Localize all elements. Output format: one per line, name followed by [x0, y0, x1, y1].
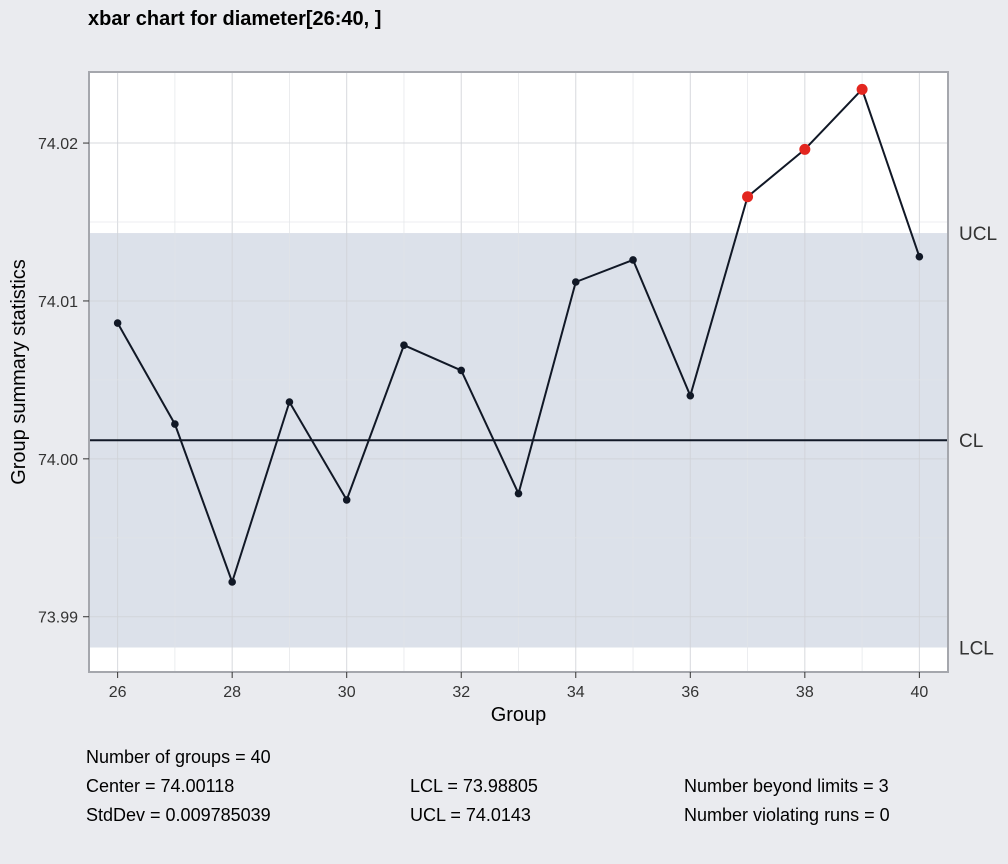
x-tick-label: 34 — [567, 684, 585, 701]
stat-lcl: LCL = 73.98805 — [410, 776, 538, 796]
x-tick-label: 38 — [796, 684, 814, 701]
data-point — [171, 420, 179, 428]
y-axis-title: Group summary statistics — [8, 259, 30, 485]
y-tick-label: 74.02 — [38, 136, 78, 153]
x-tick-label: 32 — [452, 684, 470, 701]
data-point — [285, 398, 294, 406]
data-point — [686, 391, 695, 400]
grid — [89, 72, 948, 672]
data-point — [342, 496, 351, 504]
stat-number-of-groups: Number of groups = 40 — [86, 747, 271, 767]
stat-number-violating-runs: Number violating runs = 0 — [684, 805, 890, 825]
data-point — [228, 578, 236, 586]
data-point — [915, 252, 924, 261]
axes: 26 28 30 32 34 36 38 40 73.99 74.00 74.01 74.02 Grou… — [8, 71, 949, 726]
violation-point — [799, 143, 811, 155]
y-tick-label: 74.00 — [38, 452, 78, 469]
control-limits: UCL CL LCL — [89, 224, 997, 660]
limit-label-cl: CL — [959, 431, 983, 452]
data-point — [514, 489, 523, 498]
series — [113, 83, 924, 586]
y-tick-label: 74.01 — [38, 294, 78, 311]
panel-border — [88, 71, 949, 673]
data-point — [113, 319, 122, 327]
y-tick-label: 73.99 — [38, 610, 78, 627]
x-tick-label: 40 — [910, 684, 928, 701]
stat-number-beyond-limits: Number beyond limits = 3 — [684, 776, 889, 796]
limit-label-lcl: LCL — [959, 639, 994, 660]
chart-title: xbar chart for diameter[26:40, ] — [88, 8, 382, 30]
x-axis-title: Group — [491, 704, 547, 726]
x-tick-label: 36 — [681, 684, 699, 701]
x-tick-label: 28 — [223, 684, 241, 701]
stat-stddev: StdDev = 0.009785039 — [86, 805, 271, 825]
violation-point — [742, 191, 754, 203]
data-point — [400, 341, 408, 349]
stat-center: Center = 74.00118 — [86, 776, 235, 796]
x-tick-label: 30 — [338, 684, 356, 701]
stat-ucl: UCL = 74.0143 — [410, 805, 531, 825]
data-point — [629, 256, 637, 264]
x-tick-label: 26 — [109, 684, 127, 701]
data-point — [457, 366, 466, 375]
limit-label-ucl: UCL — [959, 224, 997, 245]
data-point — [571, 278, 580, 286]
violation-point — [856, 83, 868, 95]
